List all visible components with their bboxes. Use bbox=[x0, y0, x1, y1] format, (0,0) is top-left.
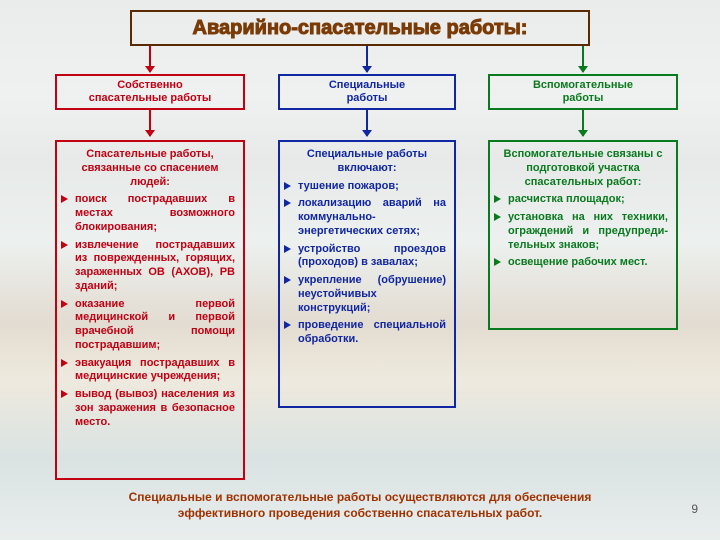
category-label: Вспомогательныеработы bbox=[533, 79, 633, 104]
bullet-item: установка на них техники, ограждений и п… bbox=[498, 211, 668, 252]
bullet-item: тушение пожаров; bbox=[288, 180, 446, 194]
content-heading: Специальные работы включают: bbox=[288, 148, 446, 176]
page-number: 9 bbox=[691, 502, 698, 516]
content-box-mid: Специальные работы включают: тушение пожа… bbox=[278, 140, 456, 408]
bullet-item: освещение рабочих мест. bbox=[498, 256, 668, 270]
arrow-title-to-category bbox=[366, 46, 368, 72]
bullet-item: оказание первой медицинской и первой вра… bbox=[65, 298, 235, 353]
content-heading: Спасательные работы, связанные со спасен… bbox=[65, 148, 235, 189]
bullet-item: проведение специальной обработки. bbox=[288, 319, 446, 347]
arrow-title-to-category bbox=[149, 46, 151, 72]
title-box: Аварийно-спасательные работы: bbox=[130, 10, 590, 46]
bullet-item: вывод (вывоз) населения из зон заражения… bbox=[65, 388, 235, 429]
category-box-right: Вспомогательныеработы bbox=[488, 74, 678, 110]
category-label: Специальныеработы bbox=[329, 79, 405, 104]
content-box-left: Спасательные работы, связанные со спасен… bbox=[55, 140, 245, 480]
bullet-item: локализацию аварий на коммунально-энерге… bbox=[288, 197, 446, 238]
arrow-category-to-content bbox=[366, 110, 368, 136]
bullet-list: поиск пострадавших в местах возможного б… bbox=[65, 193, 235, 429]
footer-note: Специальные и вспомогательные работы осу… bbox=[100, 490, 620, 521]
category-box-mid: Специальныеработы bbox=[278, 74, 456, 110]
arrow-category-to-content bbox=[582, 110, 584, 136]
title-text: Аварийно-спасательные работы: bbox=[193, 17, 528, 40]
bullet-item: укрепление (обрушение) неустойчивых конс… bbox=[288, 274, 446, 315]
arrow-title-to-category bbox=[582, 46, 584, 72]
arrow-category-to-content bbox=[149, 110, 151, 136]
bullet-item: расчистка площадок; bbox=[498, 193, 668, 207]
bullet-list: тушение пожаров; локализацию аварий на ко… bbox=[288, 180, 446, 347]
bullet-item: извлечение пострадавших из поврежденных,… bbox=[65, 239, 235, 294]
category-box-left: Собственноспасательные работы bbox=[55, 74, 245, 110]
content-heading: Вспомогательные связаны с подготовкой уч… bbox=[498, 148, 668, 189]
content-box-right: Вспомогательные связаны с подготовкой уч… bbox=[488, 140, 678, 330]
bullet-item: эвакуация пострадавших в медицинские учр… bbox=[65, 357, 235, 385]
diagram-stage: Аварийно-спасательные работы: Собственнос… bbox=[0, 0, 720, 540]
bullet-item: устройство проездов (проходов) в завалах… bbox=[288, 243, 446, 271]
bullet-item: поиск пострадавших в местах возможного б… bbox=[65, 193, 235, 234]
bullet-list: расчистка площадок; установка на них техн… bbox=[498, 193, 668, 270]
category-label: Собственноспасательные работы bbox=[89, 79, 212, 104]
